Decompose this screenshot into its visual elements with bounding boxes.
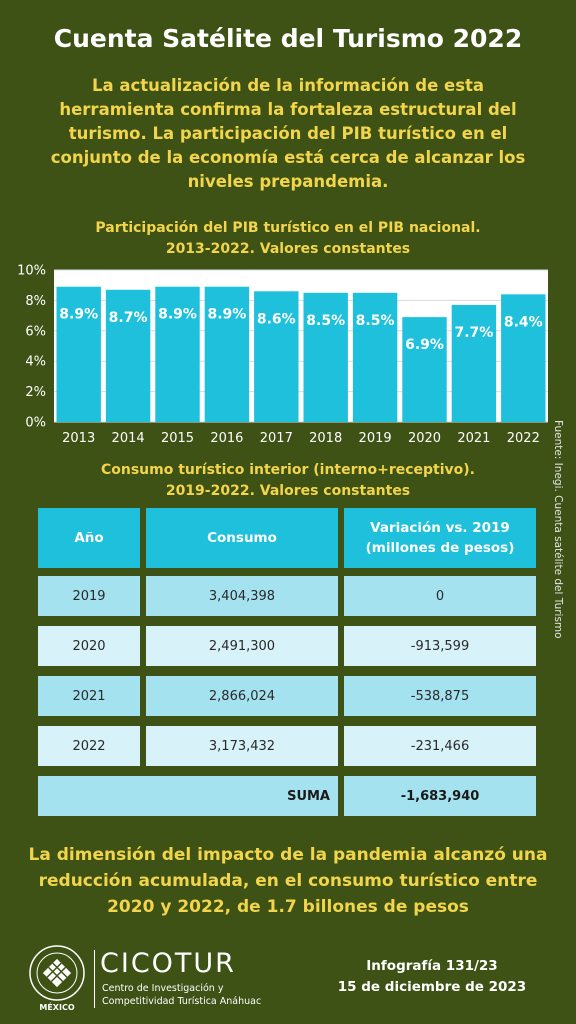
bar (204, 286, 250, 422)
table-row: 2022 3,173,432 -231,466 (38, 726, 536, 766)
bar (105, 289, 151, 422)
cell-consumption: 3,404,398 (146, 576, 338, 616)
cicotur-sub-line-1: Centro de Investigación y (102, 983, 224, 994)
table-title-line-1: Consumo turístico interior (interno+rece… (100, 462, 475, 478)
cell-year: 2019 (38, 576, 140, 616)
infographic-number: Infografía 131/23 (366, 958, 498, 974)
table-title: Consumo turístico interior (interno+rece… (0, 460, 576, 502)
bar-chart: 0%2%4%6%8%10% 8.9% 8.7% 8.9% 8.9% 8.6% 8.5% 8.… (17, 264, 548, 446)
chart-title-line-2: 2013-2022. Valores constantes (165, 241, 411, 257)
bar (501, 294, 546, 422)
header-consumption: Consumo (146, 508, 338, 568)
bar (352, 292, 398, 422)
table-header-row: Año Consumo Variación vs. 2019 (millones… (38, 508, 536, 568)
table-row: 2020 2,491,300 -913,599 (38, 626, 536, 666)
y-tick-label: 2% (25, 385, 46, 400)
header-year: Año (38, 508, 140, 568)
page-title: Cuenta Satélite del Turismo 2022 (53, 24, 523, 53)
y-axis-ticks: 0% 2% 4% 6% 8% 10% (17, 264, 46, 431)
table-row: 2019 3,404,398 0 (38, 576, 536, 616)
data-label: 8.4% (504, 314, 543, 330)
table-row: 2021 2,866,024 -538,875 (38, 676, 536, 716)
x-tick-label: 2015 (161, 431, 194, 446)
cell-consumption: 2,866,024 (146, 676, 338, 716)
x-tick-label: 2017 (260, 431, 293, 446)
x-tick-label: 2013 (62, 431, 95, 446)
sum-value: -1,683,940 (344, 776, 536, 816)
x-tick-label: 2016 (210, 431, 243, 446)
data-label: 8.9% (207, 307, 246, 323)
cell-variation: 0 (344, 576, 536, 616)
table-sum-row: SUMA -1,683,940 (38, 776, 536, 816)
cicotur-logo-subtitle: Centro de Investigación y Competitividad… (102, 982, 292, 1008)
bar (303, 292, 348, 422)
logo-divider (94, 950, 95, 1008)
header-variation-line-1: Variación vs. 2019 (370, 520, 510, 536)
x-tick-label: 2018 (309, 431, 342, 446)
bar (254, 291, 299, 422)
data-label: 8.5% (306, 313, 345, 329)
cell-variation: -231,466 (344, 726, 536, 766)
data-label: 8.6% (257, 311, 296, 327)
intro-text: La actualización de la información de es… (50, 76, 526, 191)
x-tick-label: 2022 (507, 431, 540, 446)
sum-label: SUMA (38, 776, 338, 816)
data-label: 8.9% (59, 307, 98, 323)
y-tick-label: 10% (17, 264, 46, 279)
cell-consumption: 2,491,300 (146, 626, 338, 666)
data-label: 6.9% (405, 337, 444, 353)
data-label: 8.9% (158, 307, 197, 323)
x-axis-ticks: 2013 2014 2015 2016 2017 2018 2019 2020 2021 2022 (62, 431, 540, 446)
cicotur-sub-line-2: Competitividad Turística Anáhuac (102, 996, 262, 1007)
bar (451, 304, 497, 422)
cell-year: 2021 (38, 676, 140, 716)
y-tick-label: 6% (25, 324, 46, 339)
cell-variation: -538,875 (344, 676, 536, 716)
data-label: 8.7% (109, 310, 148, 326)
chart-title: Participación del PIB turístico en el PI… (0, 218, 576, 260)
header-variation: Variación vs. 2019 (millones de pesos) (344, 508, 536, 568)
bar (56, 286, 101, 422)
seal-label: MÉXICO (39, 1003, 75, 1012)
university-seal-logo (29, 945, 85, 1001)
conclusion-text: La dimensión del impacto de la pandemia … (28, 845, 548, 917)
data-labels: 8.9% 8.7% 8.9% 8.9% 8.6% 8.5% 8.5% 6.9% 7.7% 8.4% (59, 307, 542, 353)
bar (402, 317, 447, 422)
x-tick-label: 2019 (359, 431, 392, 446)
cicotur-logo-word: CICOTUR (100, 948, 236, 979)
x-tick-label: 2021 (457, 431, 490, 446)
data-label: 7.7% (454, 325, 493, 341)
bar (155, 286, 200, 422)
y-tick-label: 8% (25, 294, 46, 309)
cell-year: 2022 (38, 726, 140, 766)
x-tick-label: 2014 (112, 431, 145, 446)
table-title-line-2: 2019-2022. Valores constantes (165, 483, 411, 499)
chart-title-line-1: Participación del PIB turístico en el PI… (95, 220, 481, 236)
y-tick-label: 0% (25, 416, 46, 431)
y-tick-label: 4% (25, 355, 46, 370)
bars (56, 286, 546, 422)
x-tick-label: 2020 (408, 431, 441, 446)
cell-year: 2020 (38, 626, 140, 666)
header-variation-line-2: (millones de pesos) (365, 540, 515, 556)
publication-date: 15 de diciembre de 2023 (337, 979, 527, 995)
cell-variation: -913,599 (344, 626, 536, 666)
footer-info: Infografía 131/23 15 de diciembre de 202… (316, 956, 548, 998)
data-label: 8.5% (356, 313, 395, 329)
source-note: Fuente: Inegi. Cuenta satélite del Turis… (552, 420, 564, 639)
cell-consumption: 3,173,432 (146, 726, 338, 766)
